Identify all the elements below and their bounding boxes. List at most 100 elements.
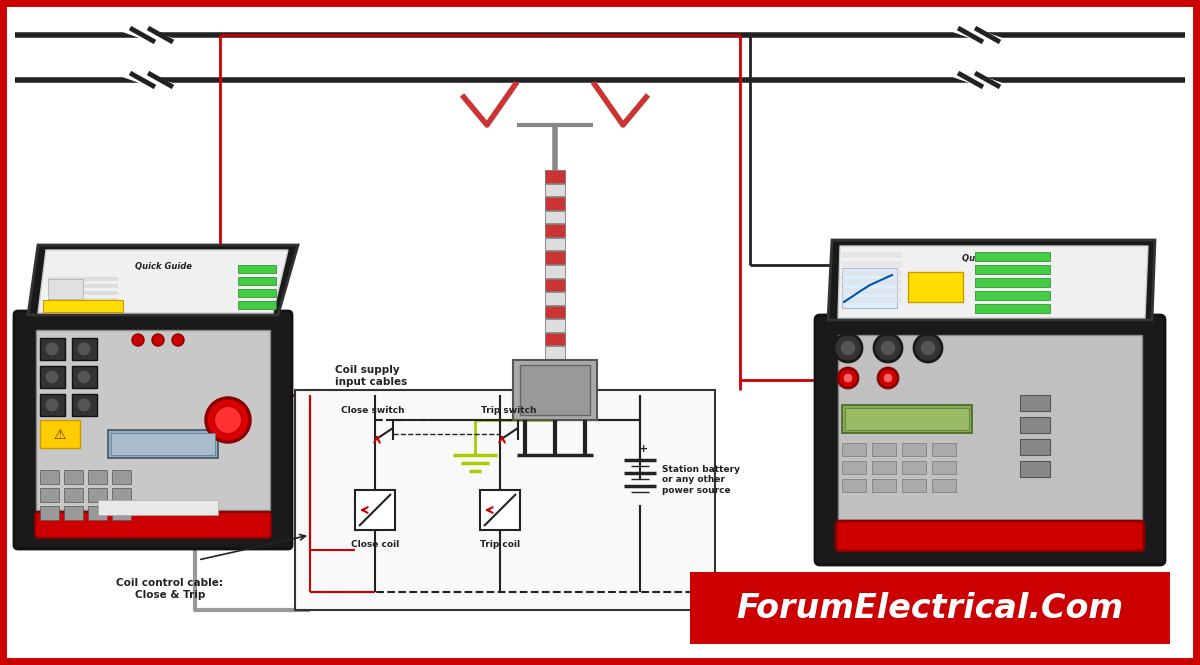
Bar <box>842 461 866 474</box>
FancyBboxPatch shape <box>836 521 1144 551</box>
FancyBboxPatch shape <box>815 315 1165 565</box>
Circle shape <box>874 334 902 362</box>
Circle shape <box>842 373 853 383</box>
Bar <box>545 251 565 264</box>
Bar <box>48 298 118 302</box>
Bar <box>40 470 59 484</box>
Bar <box>974 291 1050 300</box>
Circle shape <box>77 370 91 384</box>
Bar <box>88 488 107 502</box>
Bar <box>545 184 565 196</box>
Circle shape <box>878 368 898 388</box>
Bar <box>48 305 118 309</box>
Bar <box>842 252 902 258</box>
Bar <box>72 366 97 388</box>
Bar <box>545 170 565 183</box>
Circle shape <box>46 398 59 412</box>
Bar <box>845 408 970 430</box>
Bar <box>43 300 124 312</box>
Bar <box>842 261 902 267</box>
Bar <box>36 330 270 510</box>
Bar <box>545 238 565 251</box>
Bar <box>48 279 83 299</box>
Bar <box>88 506 107 520</box>
Bar <box>545 265 565 277</box>
Circle shape <box>77 342 91 356</box>
Bar <box>40 366 65 388</box>
Text: Close switch: Close switch <box>341 406 404 415</box>
Circle shape <box>46 342 59 356</box>
Bar <box>902 461 926 474</box>
Polygon shape <box>838 246 1148 318</box>
Bar <box>545 197 565 209</box>
Bar <box>908 272 964 302</box>
Bar <box>48 291 118 295</box>
Bar <box>838 335 1142 525</box>
Text: Station battery
or any other
power source: Station battery or any other power sourc… <box>662 465 740 495</box>
Circle shape <box>132 334 144 346</box>
Circle shape <box>883 373 893 383</box>
Bar <box>64 470 83 484</box>
Bar <box>480 490 520 530</box>
Polygon shape <box>28 245 298 315</box>
Bar <box>40 420 80 448</box>
Bar <box>355 490 395 530</box>
Bar <box>238 301 276 309</box>
Bar <box>974 252 1050 261</box>
Bar <box>40 394 65 416</box>
Bar <box>112 488 131 502</box>
Polygon shape <box>38 250 288 313</box>
Text: Quick Guide: Quick Guide <box>961 253 1019 263</box>
Bar <box>932 443 956 456</box>
Bar <box>98 500 218 515</box>
Text: Quick Guide: Quick Guide <box>134 263 192 271</box>
Bar <box>48 284 118 288</box>
Bar <box>238 289 276 297</box>
Text: Close coil: Close coil <box>350 540 400 549</box>
Bar <box>72 338 97 360</box>
Bar <box>902 479 926 492</box>
Bar <box>1020 439 1050 455</box>
Bar <box>932 479 956 492</box>
Bar <box>48 277 118 281</box>
Bar <box>842 443 866 456</box>
Circle shape <box>46 370 59 384</box>
Bar <box>872 461 896 474</box>
Bar <box>112 433 215 455</box>
Bar <box>974 278 1050 287</box>
Bar <box>1020 461 1050 477</box>
Bar <box>1020 417 1050 433</box>
Text: +: + <box>638 444 648 454</box>
Bar <box>545 211 565 223</box>
Bar <box>842 288 902 294</box>
Bar <box>872 443 896 456</box>
Bar <box>545 346 565 359</box>
Bar <box>238 265 276 273</box>
Bar <box>72 394 97 416</box>
Polygon shape <box>828 240 1154 320</box>
Text: Coil supply
input cables: Coil supply input cables <box>335 365 407 386</box>
Circle shape <box>77 398 91 412</box>
Bar <box>974 265 1050 274</box>
Bar <box>842 405 972 433</box>
Circle shape <box>206 398 250 442</box>
Text: Trip switch: Trip switch <box>481 406 536 415</box>
Bar <box>974 304 1050 313</box>
Bar <box>690 572 1170 644</box>
Bar <box>902 443 926 456</box>
Bar <box>520 365 590 415</box>
FancyBboxPatch shape <box>14 311 292 549</box>
Bar <box>545 279 565 291</box>
Text: Trip coil: Trip coil <box>480 540 520 549</box>
Circle shape <box>914 334 942 362</box>
Circle shape <box>172 334 184 346</box>
FancyBboxPatch shape <box>35 512 271 538</box>
Bar <box>842 297 902 303</box>
Circle shape <box>920 340 936 356</box>
Bar <box>64 488 83 502</box>
Bar <box>545 333 565 345</box>
Bar <box>1020 395 1050 411</box>
Bar <box>842 268 898 308</box>
Bar <box>842 479 866 492</box>
Bar <box>842 279 902 285</box>
